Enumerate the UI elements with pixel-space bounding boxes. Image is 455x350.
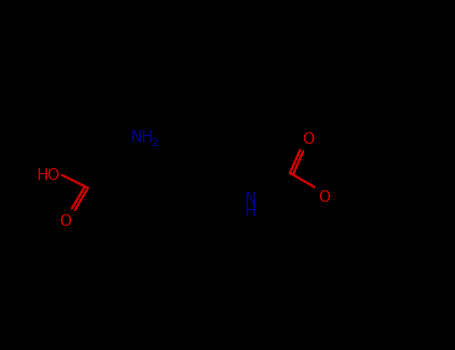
Text: HO: HO	[36, 168, 60, 182]
Text: 2: 2	[151, 138, 158, 148]
Text: O: O	[318, 190, 330, 205]
Text: O: O	[59, 214, 71, 229]
Text: O: O	[302, 132, 314, 147]
Text: NH: NH	[131, 130, 154, 145]
Text: N: N	[245, 192, 256, 207]
Text: H: H	[244, 204, 256, 219]
